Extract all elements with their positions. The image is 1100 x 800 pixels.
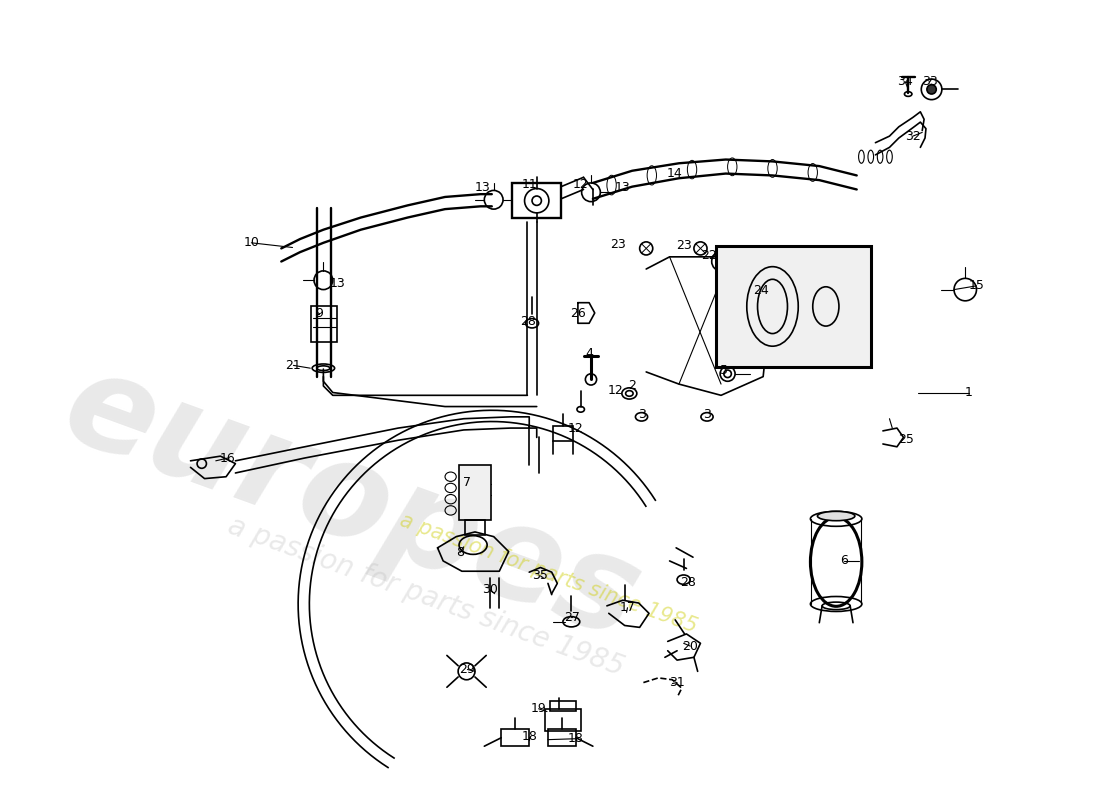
Text: 10: 10 — [243, 236, 260, 250]
Text: 18: 18 — [521, 730, 537, 743]
Text: 23: 23 — [610, 238, 626, 251]
Text: 13: 13 — [474, 181, 491, 194]
Text: 12: 12 — [607, 384, 624, 397]
Bar — [716, 246, 871, 367]
Text: 2: 2 — [628, 379, 636, 393]
Text: 8: 8 — [456, 546, 464, 559]
Text: 16: 16 — [220, 451, 235, 465]
Text: 32: 32 — [905, 130, 921, 142]
Bar — [550, 702, 576, 710]
Text: a passion for parts since 1985: a passion for parts since 1985 — [224, 511, 628, 682]
Text: 29: 29 — [460, 663, 475, 676]
Text: 19: 19 — [530, 702, 547, 715]
Text: 18: 18 — [568, 732, 584, 746]
Ellipse shape — [817, 511, 855, 521]
Bar — [552, 426, 573, 441]
Bar — [311, 306, 338, 342]
Text: 28: 28 — [681, 576, 696, 589]
Text: 27: 27 — [564, 610, 580, 623]
Circle shape — [532, 196, 541, 206]
Text: 17: 17 — [619, 602, 636, 614]
Text: 12: 12 — [573, 178, 588, 191]
Bar — [502, 730, 529, 746]
Bar — [459, 466, 491, 520]
Text: 3: 3 — [638, 407, 646, 421]
Text: 26: 26 — [570, 307, 586, 321]
Text: 35: 35 — [532, 570, 549, 582]
Text: 30: 30 — [482, 583, 498, 597]
Text: 24: 24 — [754, 284, 769, 297]
Text: 34: 34 — [898, 75, 913, 88]
Text: 33: 33 — [922, 75, 937, 88]
Bar — [464, 520, 485, 534]
Text: 20: 20 — [682, 639, 698, 653]
Text: 5: 5 — [719, 363, 728, 377]
Text: 4: 4 — [585, 346, 593, 360]
Text: 12: 12 — [568, 422, 584, 434]
Text: 25: 25 — [899, 433, 914, 446]
Text: 23: 23 — [675, 239, 692, 252]
Bar — [548, 730, 576, 746]
Text: 15: 15 — [969, 279, 984, 292]
Text: 1: 1 — [965, 386, 972, 399]
Text: europes: europes — [47, 340, 656, 666]
Text: 31: 31 — [669, 676, 685, 689]
Text: 13: 13 — [330, 277, 345, 290]
Text: 13: 13 — [615, 181, 630, 194]
Text: 7: 7 — [463, 476, 472, 489]
Text: 9: 9 — [315, 307, 322, 321]
Text: 11: 11 — [521, 178, 537, 191]
Text: 14: 14 — [667, 167, 682, 180]
Text: 3: 3 — [703, 407, 711, 421]
Text: a passion for parts since 1985: a passion for parts since 1985 — [396, 510, 700, 636]
Text: 28: 28 — [520, 315, 536, 328]
Text: 22: 22 — [701, 250, 717, 262]
Bar — [513, 183, 561, 218]
Circle shape — [927, 85, 936, 94]
Text: 6: 6 — [839, 554, 848, 567]
Bar — [546, 709, 581, 731]
Text: 21: 21 — [286, 359, 301, 372]
